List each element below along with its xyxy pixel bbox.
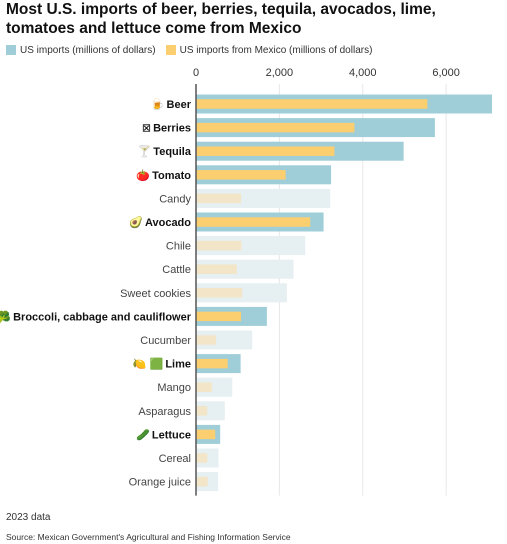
berries-icon: ⊠ [142, 123, 151, 135]
chart-title: Most U.S. imports of beer, berries, tequ… [6, 1, 436, 37]
avocado-icon: 🥑 [129, 215, 143, 229]
broccoli-icon: 🥦 [0, 309, 11, 323]
legend-label-total: US imports (millions of dollars) [20, 44, 156, 56]
bar-mexico [196, 382, 212, 392]
lettuce-icon: 🥒 [136, 428, 150, 441]
source-note: Source: Mexican Government's Agricultura… [6, 532, 291, 542]
legend-label-mexico: US imports from Mexico (millions of doll… [179, 44, 373, 56]
bar-mexico [196, 217, 311, 227]
bar-mexico [196, 453, 208, 463]
legend-item-total: US imports (millions of dollars) [6, 45, 156, 56]
category-label: Mango [157, 382, 191, 394]
x-tick-label: 2,000 [266, 67, 294, 79]
beer-icon: 🍺 [151, 97, 165, 111]
bar-mexico [196, 288, 243, 298]
tequila-icon: 🍸 [138, 144, 152, 158]
bar-mexico [196, 358, 228, 369]
category-label: Chile [166, 241, 191, 253]
legend: US imports (millions of dollars) US impo… [6, 43, 382, 57]
bar-mexico [196, 429, 216, 440]
x-tick-label: 0 [193, 67, 199, 79]
lime-icon: 🍋 🟩 [133, 358, 164, 371]
category-label: Candy [159, 193, 191, 205]
bar-mexico [196, 264, 237, 274]
bar-mexico [196, 406, 208, 416]
legend-item-mexico: US imports from Mexico (millions of doll… [165, 44, 373, 56]
footnote: 2023 data [6, 512, 51, 523]
bar-mexico [196, 146, 335, 156]
legend-swatch-total [6, 45, 16, 55]
tomato-icon: 🍅 [136, 169, 150, 182]
bar-chart: 0 2,000 4,000 6,000 Beer🍺 Berries⊠Tequila🍸Tom… [0, 67, 492, 496]
category-label: Broccoli, cabbage and cauliflower [13, 311, 192, 323]
category-label: Cucumber [140, 335, 191, 347]
category-label: Asparagus [138, 406, 191, 418]
x-tick-label: 4,000 [349, 67, 377, 79]
category-label: Tequila [153, 146, 192, 158]
category-label: Lettuce [152, 429, 191, 441]
category-label: Tomato [152, 170, 191, 182]
x-tick-label: 6,000 [432, 67, 460, 79]
bar-mexico [196, 476, 208, 487]
bar-mexico [196, 193, 242, 204]
category-label: Avocado [145, 217, 191, 229]
bar-mexico [196, 122, 355, 133]
category-label: Sweet cookies [120, 288, 191, 300]
bar-mexico [196, 335, 217, 345]
category-label: Cattle [162, 264, 191, 276]
category-label: Berries [153, 123, 191, 135]
category-label: Beer [167, 99, 192, 111]
bar-mexico [196, 240, 242, 251]
bar-mexico [196, 170, 286, 180]
bar-mexico [196, 99, 428, 109]
bar-mexico [196, 311, 242, 322]
category-label: Cereal [159, 453, 191, 465]
category-label: Orange juice [129, 477, 191, 489]
legend-swatch-mexico [165, 45, 176, 55]
category-label: Lime [165, 359, 191, 371]
